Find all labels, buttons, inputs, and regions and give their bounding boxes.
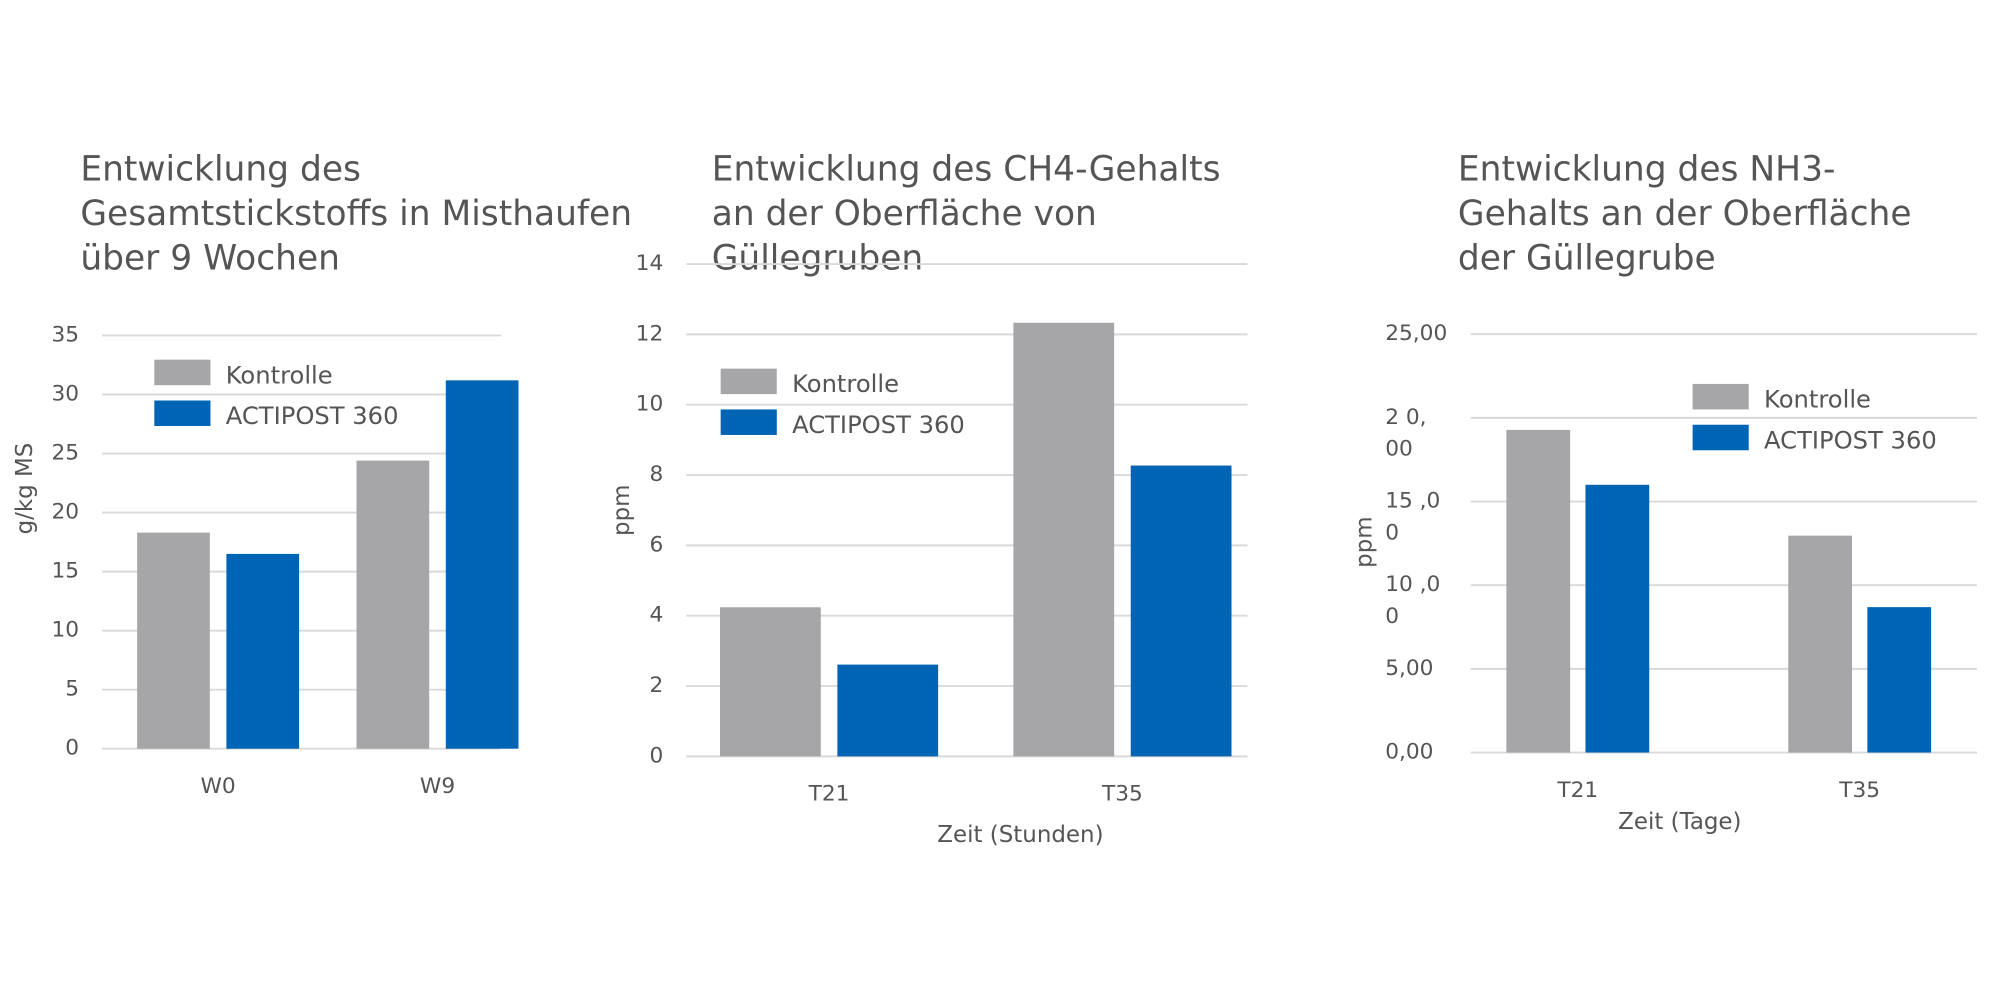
y-tick-label: 0,00 — [1385, 740, 1433, 765]
bar — [837, 664, 939, 757]
x-tick-label: T21 — [808, 782, 850, 807]
legend-swatch — [720, 409, 777, 435]
y-tick-label-line: 2 0, — [1385, 405, 1426, 430]
y-tick-label-line: 0 — [1385, 520, 1399, 545]
y-tick-label-line: 10 ,0 — [1385, 572, 1440, 597]
legend-label: Kontrolle — [226, 361, 333, 389]
legend-swatch — [720, 368, 777, 395]
legend-swatch — [1692, 383, 1749, 410]
y-tick-label-line: 00 — [1385, 437, 1413, 462]
legend-label: ACTIPOST 360 — [1764, 426, 1937, 454]
y-tick-label: 15 ,0 0 — [1385, 489, 1440, 546]
y-tick-label: 8 — [649, 462, 663, 487]
bar — [1013, 322, 1115, 757]
y-tick-label: 35 — [52, 322, 80, 347]
y-axis-label: g/kg MS — [12, 443, 38, 535]
y-tick-label: 20 — [52, 500, 80, 525]
chart-title: der Güllegrube — [1458, 239, 1716, 279]
bar — [356, 460, 430, 749]
x-tick-label: T21 — [1556, 778, 1598, 803]
y-tick-label: 14 — [636, 251, 664, 276]
y-tick-label: 25 — [52, 441, 80, 466]
y-tick-label: 10 ,0 0 — [1385, 572, 1440, 629]
y-tick-label: 15 — [52, 559, 80, 584]
legend-label: Kontrolle — [792, 370, 899, 398]
y-tick-label-line: 15 ,0 — [1385, 489, 1440, 514]
y-tick-label-line: 0 — [1385, 604, 1399, 629]
y-tick-label: 0 — [65, 736, 79, 761]
x-axis-label: Zeit (Tage) — [1618, 809, 1741, 835]
y-tick-label: 30 — [52, 381, 80, 406]
legend-label: ACTIPOST 360 — [226, 402, 399, 430]
chart-title: Gesamtstickstoffs in Misthaufen — [80, 194, 632, 234]
legend-label: ACTIPOST 360 — [792, 411, 965, 439]
x-tick-label: T35 — [1101, 782, 1143, 807]
legend-swatch — [154, 359, 211, 386]
y-axis-label: ppm — [1351, 516, 1377, 567]
legend-swatch — [154, 400, 211, 427]
x-tick-label: T35 — [1838, 778, 1880, 803]
y-tick-label: 10 — [636, 392, 664, 417]
y-tick-label: 12 — [636, 321, 664, 346]
y-tick-label: 5 — [65, 677, 79, 702]
chart-title: Gehalts an der Oberfläche — [1458, 194, 1912, 234]
bar — [445, 380, 519, 749]
y-tick-label: 2 0, 00 — [1385, 405, 1426, 462]
y-tick-label: 5,00 — [1385, 656, 1433, 681]
chart-title: Güllegruben — [712, 239, 923, 279]
y-tick-label: 0 — [649, 743, 663, 768]
y-tick-label: 2 — [649, 673, 663, 698]
bar — [1867, 607, 1932, 753]
bar — [1788, 535, 1853, 753]
chart-title: Entwicklung des NH3- — [1458, 149, 1835, 189]
bar — [226, 553, 300, 749]
y-tick-label: 6 — [649, 532, 663, 557]
bar — [1506, 429, 1571, 753]
legend-label: Kontrolle — [1764, 386, 1871, 414]
chart-title: an der Oberfläche von — [712, 194, 1097, 234]
chart-title: Entwicklung des — [80, 149, 361, 189]
y-tick-label: 25,00 — [1385, 321, 1447, 346]
bar — [1130, 465, 1232, 757]
x-tick-label: W9 — [420, 774, 455, 799]
legend-swatch — [1692, 424, 1749, 451]
y-axis-label: ppm — [609, 484, 635, 535]
bar — [137, 532, 210, 749]
y-tick-label: 4 — [649, 603, 663, 628]
chart-title: Entwicklung des CH4-Gehalts — [712, 149, 1221, 189]
y-tick-label: 10 — [52, 618, 80, 643]
x-axis-label: Zeit (Stunden) — [937, 822, 1103, 848]
bar — [720, 607, 821, 757]
bar — [1585, 484, 1650, 753]
x-tick-label: W0 — [201, 774, 236, 799]
chart-title: über 9 Wochen — [80, 239, 340, 279]
